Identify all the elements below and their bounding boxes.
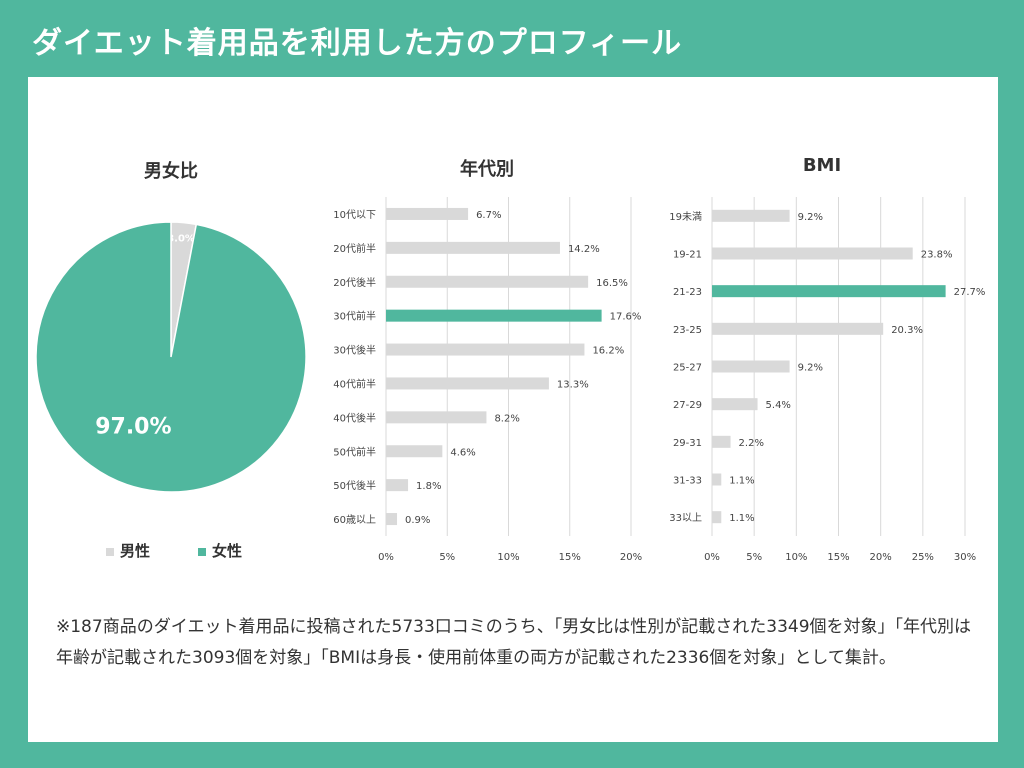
bar-value-label: 17.6%	[610, 312, 642, 323]
category-label: 29-31	[673, 438, 702, 449]
bar	[386, 445, 443, 458]
footnote: ※187商品のダイエット着用品に投稿された5733口コミのうち、「男女比は性別が…	[56, 617, 972, 668]
category-label: 50代後半	[333, 479, 376, 492]
bar	[712, 511, 722, 524]
bar	[386, 479, 409, 492]
age-bar-chart: 0% 5% 10% 15% 20% 10代以下 6.7% 20代前半 14.2% 20代後半 16.…	[333, 197, 642, 563]
category-label: 31-33	[673, 476, 702, 487]
x-tick-label: 25%	[912, 552, 934, 563]
pie-chart-title: 男女比	[144, 161, 198, 182]
legend-item-female: 女性	[198, 540, 242, 561]
bar-value-label: 16.5%	[596, 278, 628, 289]
bmi-bar-chart: 0% 5% 10% 15% 20% 25% 30% 19未満 9.2% 19-21 23.8% 21-…	[669, 197, 986, 563]
age-chart-title: 年代別	[460, 159, 514, 180]
bar-value-label: 8.2%	[494, 413, 519, 424]
bar	[712, 209, 790, 222]
category-label: 25-27	[673, 363, 702, 374]
category-label: 21-23	[673, 287, 702, 298]
legend-label-male: 男性	[120, 542, 151, 560]
bar-value-label: 4.6%	[450, 447, 475, 458]
category-label: 27-29	[673, 400, 702, 411]
x-tick-label: 20%	[870, 552, 892, 563]
bar	[712, 360, 790, 373]
bar-value-label: 1.1%	[729, 476, 754, 487]
bar-value-label: 6.7%	[476, 210, 501, 221]
x-tick-label: 15%	[559, 552, 581, 563]
pie-slice-1	[35, 221, 307, 493]
x-tick-label: 20%	[620, 552, 642, 563]
category-label: 20代後半	[333, 276, 376, 289]
bar-value-label: 14.2%	[568, 244, 600, 255]
bar	[712, 322, 884, 335]
category-label: 23-25	[673, 325, 702, 336]
category-label: 20代前半	[333, 242, 376, 255]
bar-value-label: 1.8%	[416, 481, 441, 492]
x-tick-label: 15%	[827, 552, 849, 563]
x-tick-label: 5%	[746, 552, 762, 563]
legend-item-male: 男性	[106, 540, 150, 561]
x-tick-label: 10%	[497, 552, 519, 563]
pie-value-label-1: 97.0%	[95, 415, 171, 440]
bar	[386, 241, 560, 254]
bar	[386, 309, 602, 322]
category-label: 40代後半	[333, 411, 376, 424]
x-tick-label: 0%	[378, 552, 394, 563]
bar-value-label: 20.3%	[891, 325, 923, 336]
category-label: 30代後半	[333, 344, 376, 357]
category-label: 60歳以上	[333, 514, 376, 526]
bar	[712, 435, 731, 448]
x-tick-label: 5%	[439, 552, 455, 563]
chart-panel: 男女比 3.0% 97.0% 男性 女性 年代別 0% 5% 10% 15% 20% 10代…	[28, 77, 998, 742]
category-label: 19-21	[673, 250, 702, 261]
bar	[386, 411, 487, 424]
bar-value-label: 2.2%	[739, 438, 764, 449]
bar-value-label: 16.2%	[592, 346, 624, 357]
gender-pie-chart: 3.0% 97.0%	[35, 221, 307, 493]
x-tick-label: 30%	[954, 552, 976, 563]
bar	[386, 513, 398, 526]
category-label: 33以上	[669, 512, 702, 524]
legend-label-female: 女性	[212, 542, 243, 560]
bar	[712, 285, 946, 298]
bar	[386, 343, 585, 356]
pie-value-label-0: 3.0%	[167, 233, 195, 244]
page-title: ダイエット着用品を利用した方のプロフィール	[32, 26, 683, 61]
bar	[386, 377, 549, 390]
category-label: 30代前半	[333, 310, 376, 323]
category-label: 40代前半	[333, 377, 376, 390]
bar	[712, 398, 758, 411]
bar-value-label: 9.2%	[798, 212, 823, 223]
bar-value-label: 1.1%	[729, 513, 754, 524]
bar-value-label: 9.2%	[798, 363, 823, 374]
bar-value-label: 27.7%	[954, 287, 986, 298]
category-label: 10代以下	[333, 209, 376, 221]
x-tick-label: 0%	[704, 552, 720, 563]
bar-value-label: 23.8%	[921, 250, 953, 261]
bar	[386, 207, 469, 220]
bar-value-label: 0.9%	[405, 515, 430, 526]
category-label: 50代前半	[333, 445, 376, 458]
bmi-chart-title: BMI	[802, 155, 842, 176]
bar-value-label: 5.4%	[766, 400, 791, 411]
x-tick-label: 10%	[785, 552, 807, 563]
bar	[712, 473, 722, 486]
category-label: 19未満	[669, 211, 702, 223]
bar-value-label: 13.3%	[557, 379, 589, 390]
bar	[386, 275, 589, 288]
bar	[712, 247, 913, 260]
